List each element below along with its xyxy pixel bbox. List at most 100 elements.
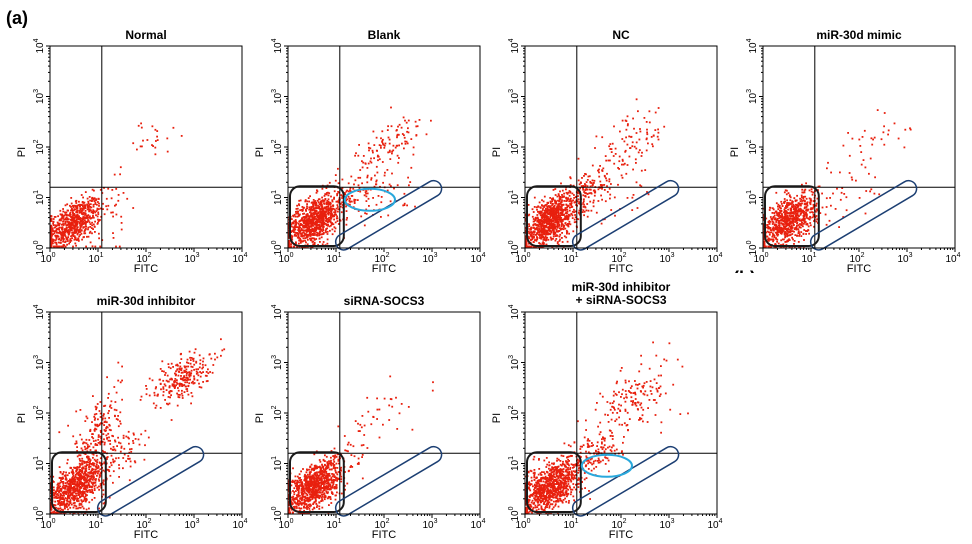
data-point	[554, 208, 557, 211]
data-point	[67, 504, 70, 507]
data-point	[53, 510, 56, 513]
data-point	[812, 206, 815, 209]
data-point	[307, 223, 310, 226]
data-point	[69, 487, 72, 489]
data-point	[87, 483, 90, 486]
data-point	[588, 175, 591, 178]
data-point	[320, 214, 323, 217]
data-point	[304, 199, 307, 201]
y-tick-label: 103	[746, 89, 759, 104]
data-point	[102, 451, 105, 453]
scatter-points	[763, 109, 912, 248]
data-point	[785, 193, 788, 196]
data-point	[349, 203, 351, 206]
data-point	[860, 151, 863, 153]
data-point	[308, 208, 311, 211]
data-point	[566, 212, 568, 215]
data-point	[341, 201, 344, 204]
data-point	[155, 140, 157, 142]
data-point	[75, 202, 78, 204]
data-point	[325, 231, 327, 234]
data-point	[56, 483, 59, 486]
data-point	[156, 135, 158, 138]
data-point	[156, 139, 159, 141]
data-point	[105, 205, 108, 208]
data-point	[97, 470, 99, 473]
data-point	[638, 138, 641, 141]
data-point	[102, 433, 105, 435]
data-point	[542, 243, 545, 246]
data-point	[815, 215, 818, 217]
data-point	[75, 239, 78, 241]
data-point	[574, 216, 577, 219]
data-point	[322, 210, 325, 212]
data-point	[72, 435, 75, 438]
data-point	[79, 207, 82, 210]
data-point	[94, 245, 97, 248]
data-point	[72, 480, 75, 483]
data-point	[793, 240, 796, 242]
data-point	[62, 501, 65, 503]
data-point	[816, 197, 819, 200]
data-point	[611, 142, 614, 145]
data-point	[50, 505, 53, 507]
data-point	[100, 464, 102, 466]
data-point	[96, 474, 98, 477]
data-point	[334, 221, 337, 224]
data-point	[870, 188, 873, 191]
data-point	[72, 502, 75, 505]
data-point	[296, 232, 298, 234]
data-point	[805, 203, 807, 206]
data-point	[56, 497, 58, 499]
data-point	[317, 232, 319, 235]
data-point	[117, 194, 120, 196]
data-point	[60, 217, 63, 220]
data-point	[785, 219, 788, 222]
data-point	[62, 238, 65, 240]
data-point	[586, 193, 589, 195]
data-point	[562, 210, 564, 213]
data-point	[864, 166, 867, 169]
data-point	[564, 212, 567, 215]
data-point	[348, 197, 351, 200]
data-point	[313, 218, 316, 221]
data-point	[381, 130, 384, 133]
x-tick-label: 103	[659, 252, 674, 265]
data-point	[766, 230, 769, 233]
data-point	[648, 121, 651, 124]
data-point	[789, 212, 792, 215]
data-point	[340, 202, 342, 205]
data-point	[797, 214, 799, 217]
data-point	[82, 491, 85, 493]
data-point	[788, 228, 791, 231]
data-point	[540, 233, 543, 236]
data-point	[63, 491, 66, 494]
data-point	[56, 490, 59, 492]
data-point	[569, 198, 572, 201]
data-point	[65, 479, 68, 481]
data-point	[69, 204, 71, 207]
data-point	[771, 235, 774, 238]
data-point	[310, 213, 312, 216]
data-point	[332, 204, 335, 207]
data-point	[81, 500, 83, 503]
data-point	[587, 196, 590, 199]
data-point	[298, 204, 301, 207]
data-point	[553, 220, 555, 222]
data-point	[316, 190, 319, 193]
data-point	[577, 202, 580, 205]
data-point	[803, 213, 806, 216]
data-point	[557, 208, 560, 211]
data-point	[790, 211, 793, 213]
data-point	[639, 130, 642, 133]
data-point	[326, 227, 328, 230]
data-point	[70, 208, 73, 211]
data-point	[105, 421, 108, 424]
data-point	[553, 228, 556, 230]
data-point	[591, 179, 594, 182]
data-point	[300, 219, 303, 222]
data-point	[97, 418, 99, 421]
data-point	[540, 226, 543, 229]
data-point	[90, 227, 93, 229]
data-point	[87, 228, 89, 231]
